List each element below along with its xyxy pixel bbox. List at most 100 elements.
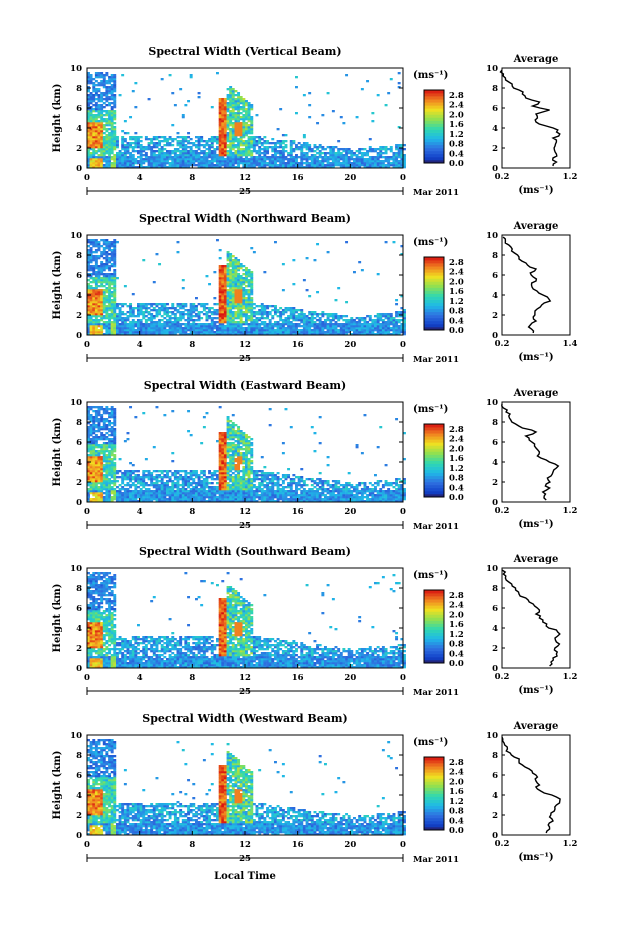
average-y-tick-label: 8: [492, 84, 498, 94]
average-y-tick-label: 2: [492, 811, 498, 821]
date-day-label: 25: [239, 854, 251, 864]
date-month-label: Mar 2011: [413, 855, 459, 865]
panel-title: Spectral Width (Eastward Beam): [144, 379, 346, 392]
colorbar-tick-label: 1.6: [449, 120, 464, 130]
heatmap-cells: [87, 739, 406, 836]
x-tick-label: 0: [84, 340, 90, 350]
average-y-tick-label: 0: [492, 164, 498, 174]
average-profile: Average 0 2 4 6 8 10 0.2 1.2 (ms⁻¹): [486, 388, 577, 530]
y-axis-label: Height (km): [52, 751, 63, 820]
x-tick-label: 8: [189, 340, 195, 350]
colorbar-tick-label: 2.8: [449, 591, 464, 601]
y-tick-label: 8: [76, 584, 82, 594]
colorbar-tick-label: 0.8: [449, 140, 464, 150]
colorbar-unit-label: (ms⁻¹): [413, 237, 448, 248]
y-tick-label: 6: [76, 438, 82, 448]
average-y-tick-label: 2: [492, 144, 498, 154]
x-tick-label: 16: [292, 507, 304, 517]
colorbar-tick-label: 2.4: [449, 101, 464, 111]
y-tick-label: 0: [76, 664, 82, 674]
colorbar-tick-label: 1.6: [449, 787, 464, 797]
heatmap-cells: [87, 239, 406, 336]
y-tick-label: 8: [76, 251, 82, 261]
colorbar-tick-label: 0.0: [449, 493, 464, 503]
colorbar-tick-label: 1.2: [449, 130, 464, 140]
heatmap-cells: [87, 72, 406, 169]
x-tick-label: 16: [292, 340, 304, 350]
colorbar: 0.00.40.81.21.62.02.42.8: [423, 256, 464, 336]
average-x-tick-label: 1.2: [563, 506, 578, 516]
average-y-tick-label: 6: [492, 104, 498, 114]
colorbar-tick-label: 0.0: [449, 659, 464, 669]
average-x-label: (ms⁻¹): [518, 185, 553, 196]
colorbar-tick-label: 0.4: [449, 149, 464, 159]
average-y-tick-label: 4: [492, 291, 498, 301]
colorbar-unit-label: (ms⁻¹): [413, 70, 448, 81]
x-tick-label: 0: [400, 840, 406, 850]
x-tick-label: 4: [137, 340, 143, 350]
colorbar: 0.00.40.81.21.62.02.42.8: [423, 756, 464, 836]
average-title: Average: [513, 721, 559, 732]
y-tick-label: 0: [76, 498, 82, 508]
x-tick-label: 4: [137, 173, 143, 183]
average-y-tick-label: 8: [492, 584, 498, 594]
y-tick-label: 6: [76, 604, 82, 614]
colorbar-tick-label: 2.0: [449, 444, 464, 454]
y-tick-label: 0: [76, 164, 82, 174]
average-y-tick-label: 0: [492, 498, 498, 508]
y-tick-label: 2: [76, 811, 82, 821]
x-tick-label: 16: [292, 673, 304, 683]
y-tick-label: 4: [76, 624, 82, 634]
average-x-tick-label: 0.2: [495, 672, 510, 682]
colorbar-unit-label: (ms⁻¹): [413, 737, 448, 748]
x-tick-label: 20: [344, 507, 356, 517]
panel-3: Spectral Width (Southward Beam) 0 2 4 6 8 10 He…: [52, 545, 577, 698]
y-tick-label: 10: [70, 231, 82, 241]
colorbar-tick-label: 0.4: [449, 316, 464, 326]
y-tick-label: 4: [76, 124, 82, 134]
colorbar-tick-label: 2.0: [449, 777, 464, 787]
average-y-tick-label: 2: [492, 644, 498, 654]
x-tick-label: 12: [239, 840, 251, 850]
average-x-label: (ms⁻¹): [518, 519, 553, 530]
average-y-tick-label: 10: [486, 64, 498, 74]
colorbar-tick-label: 0.4: [449, 816, 464, 826]
date-day-label: 25: [239, 687, 251, 697]
y-tick-label: 2: [76, 478, 82, 488]
average-x-label: (ms⁻¹): [518, 352, 553, 363]
y-tick-label: 6: [76, 271, 82, 281]
average-y-tick-label: 4: [492, 624, 498, 634]
colorbar-tick-label: 1.2: [449, 464, 464, 474]
y-tick-label: 4: [76, 791, 82, 801]
average-x-label: (ms⁻¹): [518, 685, 553, 696]
x-tick-label: 20: [344, 673, 356, 683]
average-x-tick-label: 0.2: [495, 839, 510, 849]
panel-2: Spectral Width (Eastward Beam) 0 2 4 6 8 10 Hei…: [52, 379, 577, 532]
y-tick-label: 8: [76, 84, 82, 94]
y-tick-label: 6: [76, 771, 82, 781]
x-axis-label: Local Time: [214, 871, 276, 882]
colorbar-tick-label: 0.4: [449, 483, 464, 493]
date-month-label: Mar 2011: [413, 688, 459, 698]
x-tick-label: 0: [84, 673, 90, 683]
y-axis-label: Height (km): [52, 251, 63, 320]
colorbar-tick-label: 1.2: [449, 797, 464, 807]
y-tick-label: 10: [70, 564, 82, 574]
x-tick-label: 20: [344, 840, 356, 850]
average-y-tick-label: 4: [492, 791, 498, 801]
x-tick-label: 0: [400, 507, 406, 517]
average-y-tick-label: 10: [486, 731, 498, 741]
y-tick-label: 4: [76, 458, 82, 468]
x-tick-label: 0: [84, 507, 90, 517]
colorbar-tick-label: 0.0: [449, 326, 464, 336]
average-y-tick-label: 8: [492, 251, 498, 261]
average-title: Average: [513, 221, 559, 232]
average-x-tick-label: 1.2: [563, 672, 578, 682]
y-axis-label: Height (km): [52, 418, 63, 487]
colorbar-tick-label: 0.0: [449, 826, 464, 836]
colorbar: 0.00.40.81.21.62.02.42.8: [423, 89, 464, 169]
average-line: [499, 69, 561, 167]
colorbar-tick-label: 0.8: [449, 474, 464, 484]
x-tick-label: 4: [137, 507, 143, 517]
colorbar: 0.00.40.81.21.62.02.42.8: [423, 589, 464, 669]
